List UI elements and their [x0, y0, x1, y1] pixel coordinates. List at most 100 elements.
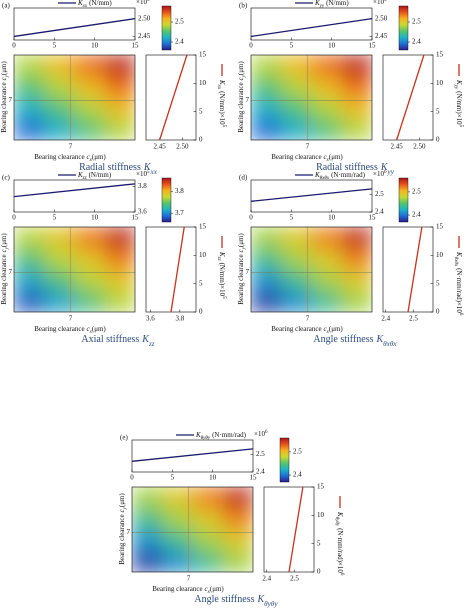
- x-tick-label: 0: [249, 42, 253, 50]
- y-tick-label: 15: [317, 483, 325, 491]
- heatmap-cell: [162, 550, 193, 572]
- x-tick-label: 2.5: [409, 315, 418, 323]
- y-axis-label-part: (μm): [118, 493, 126, 508]
- x-axis-label-part: (μm): [210, 585, 225, 593]
- x-tick-label: 15: [250, 474, 258, 482]
- y-axis-label-part: c: [0, 248, 8, 252]
- scale-label-part: 5: [147, 0, 150, 3]
- x-axis-label-part: c: [205, 585, 209, 593]
- y-tick-label: 10: [199, 79, 207, 87]
- x-axis-label-part: Bearing clearance: [271, 325, 321, 333]
- y-tick-label: 10: [317, 511, 325, 519]
- x-axis-label-part: Bearing clearance: [34, 325, 84, 333]
- heatmap-cell: [132, 529, 163, 552]
- heatmap-cell: [311, 55, 343, 77]
- legend-label-part: (N/mm): [326, 0, 349, 7]
- heatmap-cell: [311, 76, 343, 98]
- heatmap-cell: [311, 227, 343, 249]
- legend-label-part: (N/mm): [89, 171, 112, 179]
- heatmap-cell: [74, 118, 106, 140]
- x-tick-label: 10: [328, 42, 336, 50]
- heatmap-frame: [13, 54, 136, 141]
- heatmap-cell: [281, 55, 312, 77]
- x-tick-label: 15: [369, 42, 377, 50]
- heatmap-cell: [281, 227, 312, 249]
- heatmap-cell: [192, 550, 224, 572]
- scale-label-part: ×10: [136, 0, 147, 6]
- scale-label-part: 6: [265, 429, 268, 435]
- colorbar-label: 2.5: [412, 18, 421, 26]
- panel-label: (b): [239, 2, 248, 10]
- y-axis-label-part: y: [242, 74, 247, 78]
- y-tick-label: 2.50: [138, 14, 151, 22]
- x-axis-label-part: x: [89, 330, 93, 335]
- caption-part: K: [256, 594, 265, 605]
- caption-part: Radial stiffness: [316, 162, 378, 173]
- heatmap-cell: [104, 97, 135, 120]
- colorbar-label: 2.4: [412, 211, 421, 219]
- side-axis-label-part: 5: [221, 296, 227, 299]
- legend-label-part: K: [77, 171, 83, 179]
- x-tick-label: 5: [53, 214, 57, 222]
- y-axis-label-part: c: [118, 508, 126, 512]
- y-axis-label: Bearing clearance cy(μm): [0, 61, 10, 133]
- heatmap-cell: [44, 118, 75, 140]
- colorbar-label: 2.5: [175, 18, 184, 26]
- side-frame: [382, 54, 434, 141]
- heatmap-cell: [104, 76, 135, 98]
- y-axis-label: Bearing clearance cy(μm): [0, 233, 10, 305]
- line: [131, 448, 254, 462]
- caption-part: Angle stiffness: [194, 594, 254, 605]
- heatmap-frame: [250, 226, 373, 313]
- scale-label-part: ×10: [373, 0, 384, 6]
- heatmap-cell: [104, 269, 135, 292]
- legend-label: Kxx (N/mm): [77, 0, 112, 9]
- heatmap-cell: [14, 269, 45, 292]
- scale-label-part: ×10: [373, 170, 384, 178]
- y-tick-label: 2.50: [375, 14, 388, 22]
- x-tick-label: 7: [306, 143, 310, 151]
- side-axis-label: Kθyθy(N·mm/rad)×106: [334, 511, 345, 576]
- heatmap-cell: [281, 248, 312, 270]
- line: [13, 18, 136, 38]
- x-tick-label: 5: [171, 474, 175, 482]
- heatmap-cell: [281, 290, 312, 312]
- caption-part: K: [380, 162, 389, 173]
- heatmap-cell: [341, 97, 372, 120]
- heatmap-cell: [251, 290, 282, 312]
- side-axis-label-part: K: [218, 79, 226, 85]
- heatmap-cell: [192, 508, 224, 530]
- y-axis-label-part: Bearing clearance: [0, 254, 8, 304]
- x-tick-label: 0: [12, 214, 16, 222]
- side-axis-label-part: K: [455, 251, 463, 257]
- y-axis-label-part: Bearing clearance: [237, 82, 245, 132]
- y-tick-label: 2.45: [375, 32, 388, 40]
- y-tick-label: 0: [317, 568, 321, 576]
- y-axis-label-part: (μm): [237, 233, 245, 248]
- heatmap-cell: [44, 269, 75, 292]
- legend-label-part: K: [195, 431, 201, 439]
- scale-label-part: 5: [384, 0, 387, 3]
- y-axis-label-part: (μm): [237, 61, 245, 76]
- x-axis-label: Bearing clearance cx(μm): [152, 585, 224, 595]
- heatmap-cell: [14, 55, 45, 77]
- x-tick-label: 0: [12, 42, 16, 50]
- x-tick-label: 2.50: [413, 143, 426, 151]
- y-tick-label: 10: [436, 79, 444, 87]
- colorbar-label: 2.5: [412, 188, 421, 196]
- y-axis-label: Bearing clearance cy(μm): [237, 61, 247, 133]
- line: [13, 183, 136, 198]
- scale-label: ×105: [136, 0, 150, 6]
- heatmap-cell: [44, 290, 75, 312]
- heatmap-cell: [74, 227, 106, 249]
- line: [396, 54, 425, 141]
- y-tick-label: 15: [436, 51, 444, 59]
- panel-label: (d): [239, 174, 248, 182]
- top-frame: [13, 179, 136, 213]
- heatmap-cell: [341, 227, 372, 249]
- side-axis-label-part: ×10: [455, 302, 463, 313]
- x-tick-label: 2.45: [391, 143, 404, 151]
- line: [250, 18, 373, 38]
